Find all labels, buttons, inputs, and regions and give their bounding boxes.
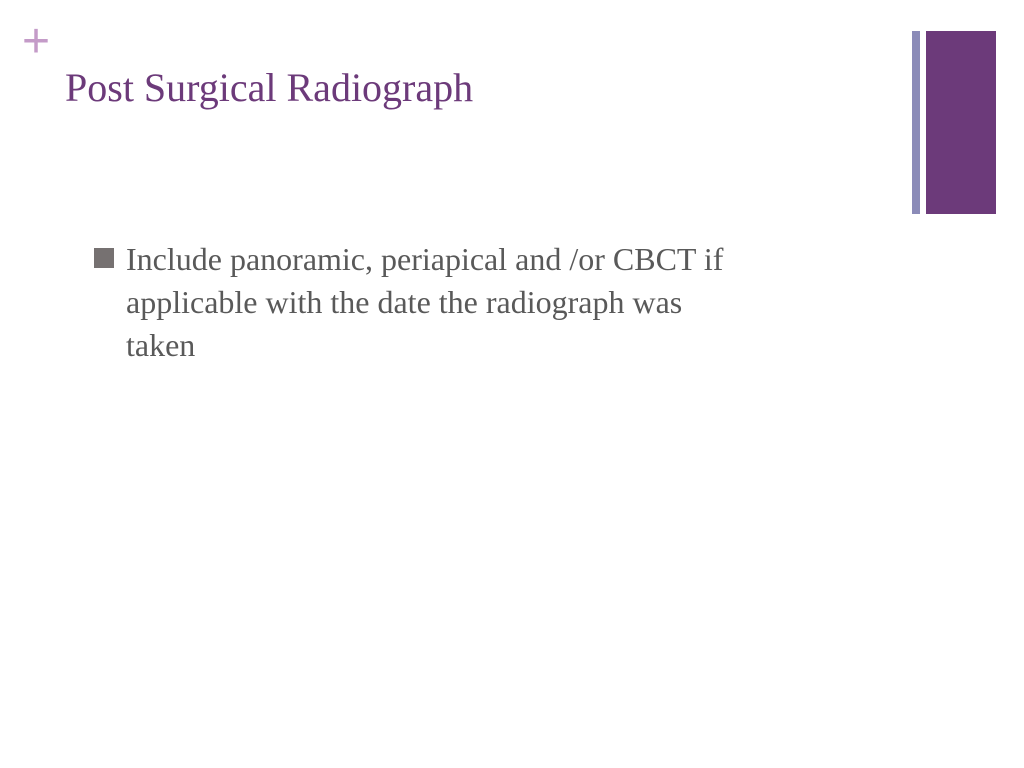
accent-decoration: [912, 31, 996, 214]
slide-title: Post Surgical Radiograph: [65, 64, 473, 111]
slide-content: Include panoramic, periapical and /or CB…: [94, 238, 734, 368]
bullet-item: Include panoramic, periapical and /or CB…: [94, 238, 734, 368]
accent-bar-thin: [912, 31, 920, 214]
accent-bar-thick: [926, 31, 996, 214]
bullet-square-icon: [94, 248, 114, 268]
bullet-text: Include panoramic, periapical and /or CB…: [126, 238, 734, 368]
plus-decoration-icon: +: [22, 18, 50, 66]
